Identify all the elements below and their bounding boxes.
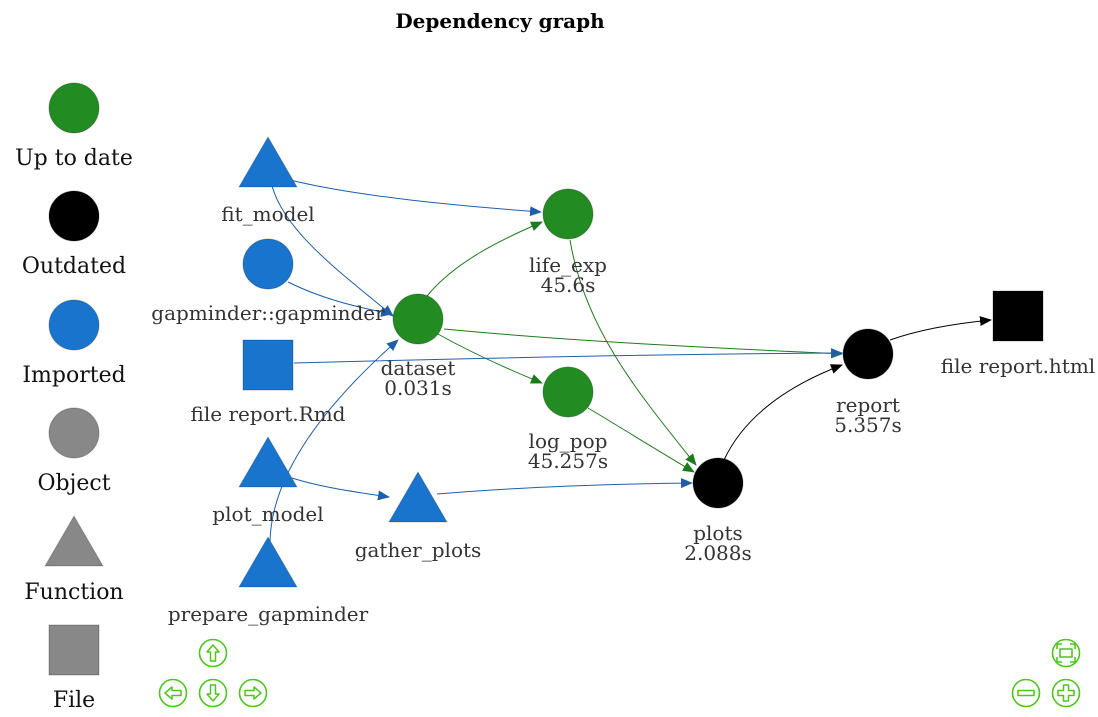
node-label: plot_model [212, 502, 323, 526]
graph-edges [269, 179, 992, 542]
legend-item-object: Object [37, 407, 111, 496]
arrow-right-icon [244, 686, 262, 700]
legend-item-imported: Imported [22, 299, 126, 388]
legend-label: Outdated [22, 254, 126, 279]
node-gapminder[interactable]: gapminder::gapminder [151, 238, 385, 325]
node-log-pop-circle-icon [542, 366, 594, 418]
node-gather-plots-triangle-icon [388, 471, 448, 523]
plus-icon [1057, 684, 1075, 702]
edge-report-to-report-html [889, 316, 992, 341]
pan-up-button[interactable] [198, 638, 228, 668]
edge-dataset-to-log-pop [435, 332, 543, 384]
legend-item-function: Function [24, 515, 124, 605]
node-plots-circle-icon [692, 457, 744, 509]
navigation-controls [158, 638, 1081, 708]
edge-log-pop-to-plots [587, 407, 695, 473]
edge-prepare-gapminder-to-dataset [269, 339, 399, 542]
node-label: gather_plots [355, 538, 482, 562]
node-build-time: 45.257s [528, 449, 608, 473]
edge-dataset-to-report [443, 328, 843, 359]
edge-plot-model-to-gather-plots [291, 477, 390, 501]
node-label: dataset [381, 356, 456, 380]
node-label: prepare_gapminder [168, 602, 369, 626]
node-label: file report.Rmd [191, 402, 346, 426]
node-plot-model[interactable]: plot_model [212, 436, 324, 526]
node-prepare-gapminder[interactable]: prepare_gapminder [168, 536, 369, 626]
legend-label: Imported [22, 363, 125, 388]
node-label: file report.html [941, 354, 1095, 378]
node-label: life_exp [529, 253, 607, 277]
pan-left-button[interactable] [158, 678, 188, 708]
node-report-rmd[interactable]: file report.Rmd [191, 339, 346, 426]
edge-report-rmd-to-report [293, 348, 843, 364]
legend: Up to date Outdated Imported Object Function… [15, 82, 133, 713]
node-prepare-gapminder-triangle-icon [238, 536, 298, 588]
pan-right-button[interactable] [238, 678, 268, 708]
node-plot-model-triangle-icon [238, 436, 298, 488]
arrow-left-icon [164, 686, 182, 700]
fit-screen-icon [1056, 643, 1076, 663]
legend-label: Function [24, 580, 123, 605]
node-build-time: 5.357s [834, 413, 902, 437]
node-gather-plots[interactable]: gather_plots [355, 471, 482, 562]
edge-dataset-to-life-exp [426, 221, 543, 297]
zoom-out-button[interactable] [1011, 678, 1041, 708]
edge-fit-model-to-life-exp [289, 179, 542, 217]
node-label: report [836, 393, 900, 417]
minus-icon [1017, 689, 1035, 697]
legend-object-circle-icon [48, 407, 100, 459]
legend-imported-circle-icon [48, 299, 100, 351]
graph-title: Dependency graph [395, 9, 605, 33]
edge-plots-to-report [723, 364, 843, 461]
arrow-up-icon [206, 644, 220, 662]
node-report-html[interactable]: file report.html [941, 290, 1095, 378]
node-gapminder-circle-icon [242, 238, 294, 290]
legend-function-triangle-icon [44, 515, 104, 567]
legend-item-up-to-date: Up to date [15, 82, 133, 171]
legend-label: Object [37, 471, 110, 496]
node-report-rmd-square-icon [242, 339, 294, 391]
node-label: fit_model [221, 202, 314, 226]
node-build-time: 45.6s [541, 273, 596, 297]
nav-button-ring [1051, 638, 1081, 668]
node-label: plots [693, 521, 743, 545]
edge-life-exp-to-plots [569, 239, 697, 466]
node-fit-model-triangle-icon [238, 136, 298, 188]
edge-gather-plots-to-plots [436, 478, 693, 495]
arrow-down-icon [206, 684, 220, 702]
pan-down-button[interactable] [198, 678, 228, 708]
legend-label: Up to date [15, 146, 133, 171]
zoom-in-button[interactable] [1051, 678, 1081, 708]
legend-label: File [53, 688, 95, 713]
edge-fit-model-to-dataset [271, 185, 394, 317]
legend-item-outdated: Outdated [22, 190, 126, 279]
node-label: log_pop [529, 429, 608, 453]
legend-outdated-circle-icon [48, 190, 100, 242]
node-build-time: 0.031s [384, 376, 452, 400]
node-dataset-circle-icon [392, 293, 444, 345]
node-label: gapminder::gapminder [151, 301, 385, 325]
edge-gapminder-to-dataset [287, 281, 393, 317]
legend-file-square-icon [48, 624, 100, 676]
node-fit-model[interactable]: fit_model [221, 136, 315, 226]
node-report-html-square-icon [992, 290, 1044, 342]
node-report-circle-icon [842, 328, 894, 380]
fit-view-button[interactable] [1051, 638, 1081, 668]
legend-up-to-date-circle-icon [48, 82, 100, 134]
node-life-exp-circle-icon [542, 188, 594, 240]
legend-item-file: File [48, 624, 100, 713]
node-build-time: 2.088s [684, 541, 752, 565]
